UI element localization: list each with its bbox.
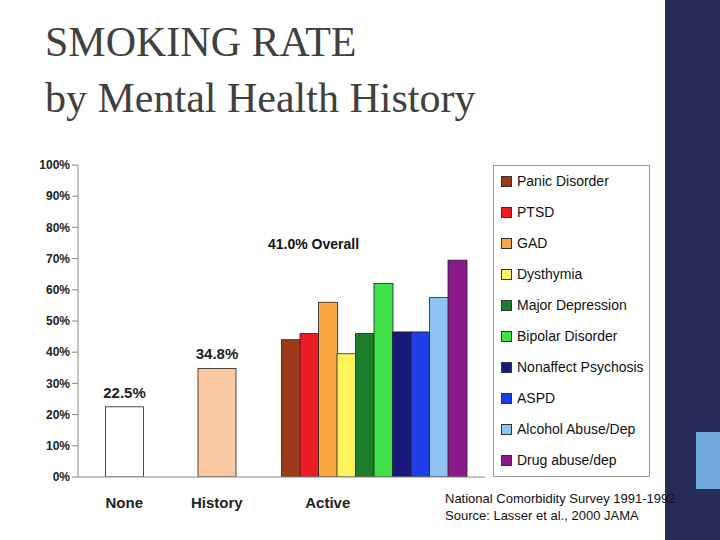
svg-text:None: None [106,494,144,511]
svg-text:30%: 30% [46,377,70,391]
html-text:GAD: GAD [517,235,548,251]
svg-text:Active: Active [305,494,350,511]
svg-text:0%: 0% [53,470,71,484]
html-text:Panic Disorder: Panic Disorder [517,173,609,189]
svg-text:60%: 60% [46,283,70,297]
svg-text:10%: 10% [46,439,70,453]
html-text:PTSD: PTSD [517,204,555,220]
html-text:41.0% Overall: 41.0% Overall [268,236,360,252]
html-text:Source: Lasser et al., 2000 JA: Source: Lasser et al., 2000 JAMA [445,508,639,523]
svg-text:90%: 90% [46,189,70,203]
svg-text:20%: 20% [46,408,70,422]
svg-text:70%: 70% [46,252,70,266]
html-text:Nonaffect Psychosis: Nonaffect Psychosis [517,359,644,375]
svg-text:100%: 100% [39,158,70,172]
svg-text:34.8%: 34.8% [196,345,239,362]
html-text:SMOKING RATE: SMOKING RATE [45,19,357,65]
html-text:Major Depression: Major Depression [517,297,627,313]
html-text:by Mental Health History: by Mental Health History [45,75,476,121]
svg-text:80%: 80% [46,221,70,235]
html-text:National Comorbidity Survey 19: National Comorbidity Survey 1991-1992 [445,491,676,506]
svg-text:40%: 40% [46,345,70,359]
html-text:Drug abuse/dep: Drug abuse/dep [517,452,617,468]
html-text:Dysthymia: Dysthymia [517,266,583,282]
svg-text:50%: 50% [46,314,70,328]
html-text:ASPD: ASPD [517,390,556,406]
svg-text:History: History [191,494,243,511]
html-text:Bipolar Disorder: Bipolar Disorder [517,328,618,344]
html-text:Alcohol Abuse/Dep: Alcohol Abuse/Dep [517,421,636,437]
svg-text:22.5%: 22.5% [103,384,146,401]
